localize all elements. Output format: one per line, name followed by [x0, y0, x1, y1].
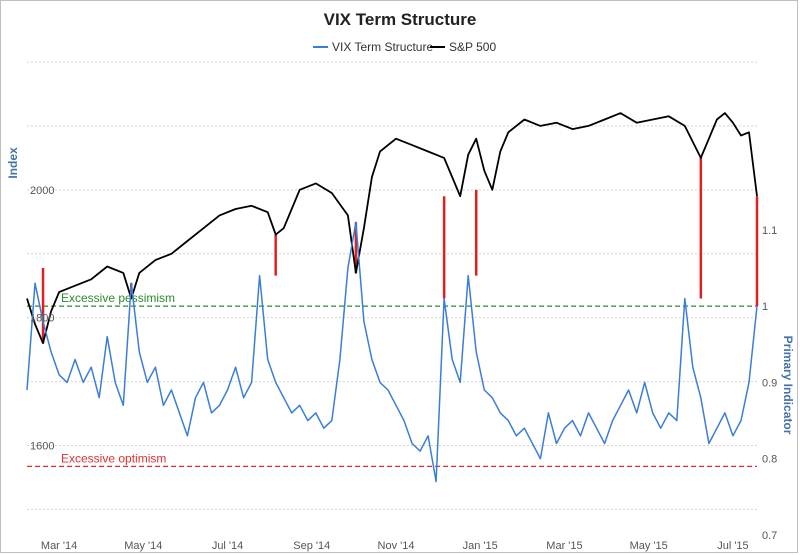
sp500-line — [26, 112, 758, 345]
legend[interactable]: VIX Term Structure S&P 500 — [313, 40, 496, 54]
left-tick-label: 1800 — [30, 313, 54, 325]
right-axis-title: Primary Indicator — [781, 336, 795, 435]
left-tick-label: 1600 — [30, 441, 54, 453]
gridlines — [27, 61, 757, 510]
x-tick-label: Nov '14 — [378, 540, 415, 552]
vix-term-structure-line — [26, 221, 758, 483]
chart-title: VIX Term Structure — [324, 10, 477, 29]
x-axis: Mar '14 May '14 Jul '14 Sep '14 Nov '14 Jan '… — [41, 540, 749, 552]
x-tick-label: Jul '15 — [717, 540, 748, 552]
right-tick-label: 0.9 — [762, 377, 777, 389]
threshold-lines: Excessive pessimism Excessive optimism — [27, 291, 757, 467]
legend-vix-label[interactable]: VIX Term Structure — [332, 40, 433, 54]
series-lines — [26, 112, 758, 483]
legend-sp500-label[interactable]: S&P 500 — [449, 40, 496, 54]
x-tick-label: Jul '14 — [212, 540, 243, 552]
x-tick-label: Jan '15 — [463, 540, 498, 552]
right-tick-label: 1.1 — [762, 225, 777, 237]
x-tick-label: May '15 — [630, 540, 668, 552]
x-tick-label: Sep '14 — [293, 540, 330, 552]
x-tick-label: May '14 — [124, 540, 162, 552]
left-axis-title: Index — [6, 147, 20, 179]
red-markers — [41, 157, 759, 344]
right-axis: 0.7 0.8 0.9 1 1.1 — [762, 225, 777, 542]
right-tick-label: 0.7 — [762, 530, 777, 542]
x-tick-label: Mar '14 — [41, 540, 77, 552]
x-tick-label: Mar '15 — [546, 540, 582, 552]
right-tick-label: 0.8 — [762, 454, 777, 466]
threshold-label: Excessive optimism — [61, 451, 166, 465]
right-tick-label: 1 — [762, 301, 768, 313]
left-tick-label: 2000 — [30, 185, 54, 197]
left-axis: 1600 1800 2000 — [30, 185, 54, 453]
threshold-label: Excessive pessimism — [61, 291, 175, 305]
